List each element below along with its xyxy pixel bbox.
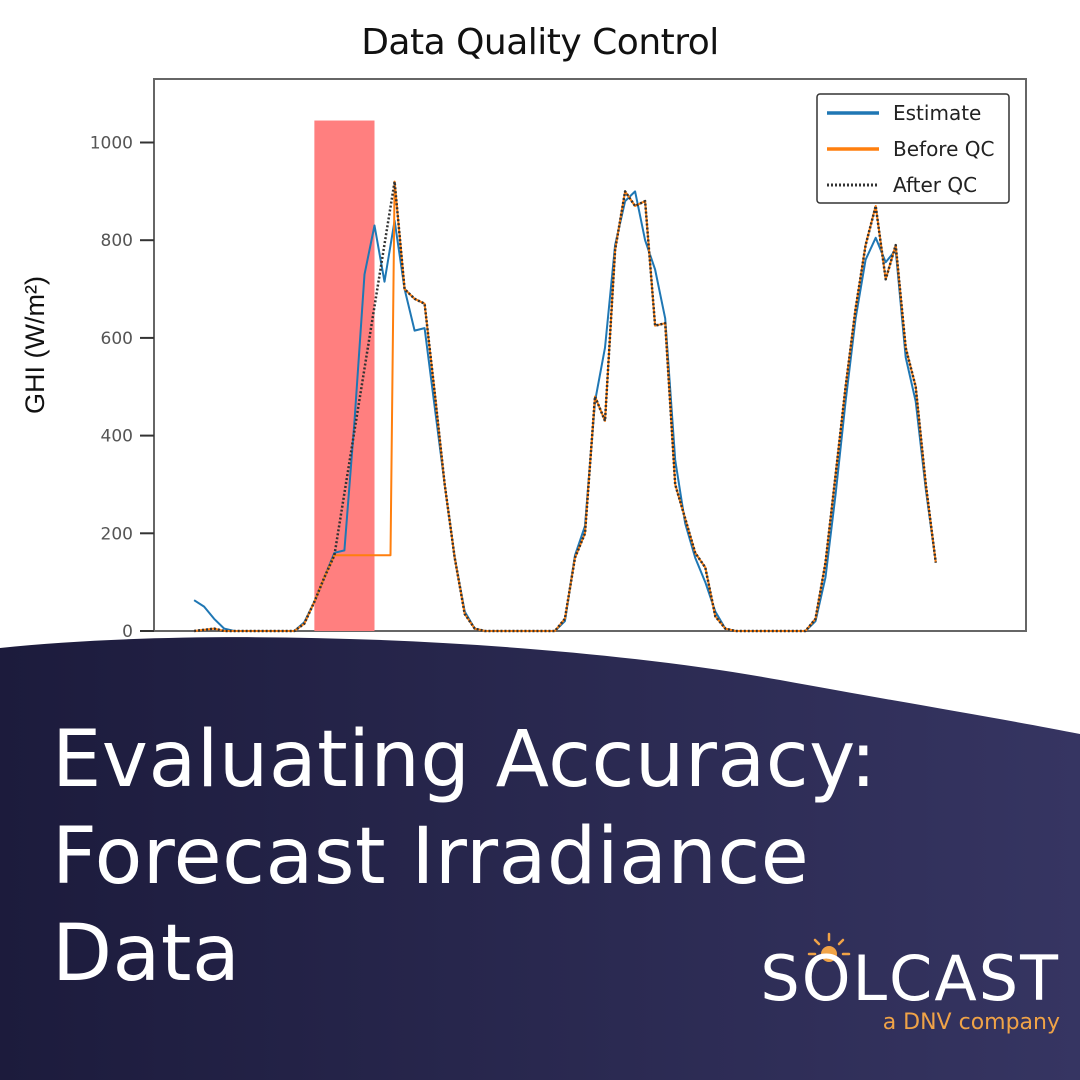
y-axis-label: GHI (W/m²) — [20, 276, 50, 414]
y-tick-label-400: 400 — [101, 427, 133, 447]
headline-line-3: Data — [52, 909, 241, 999]
legend: Estimate Before QC After QC — [816, 93, 1010, 204]
legend-label-before-qc: Before QC — [893, 137, 994, 161]
y-tick-label-0: 0 — [122, 622, 133, 642]
headline-line-1: Evaluating Accuracy: — [52, 715, 877, 805]
y-axis: 0 200 400 600 800 1000 — [90, 134, 154, 642]
legend-box — [816, 93, 1010, 204]
headline: Evaluating Accuracy: Forecast Irradiance… — [52, 712, 877, 1003]
solcast-logo: SOLCAST a DNV company — [760, 930, 1060, 1060]
y-tick-label-200: 200 — [101, 524, 133, 544]
y-tick-label-600: 600 — [101, 329, 133, 349]
legend-label-estimate: Estimate — [893, 101, 981, 125]
legend-label-after-qc: After QC — [893, 173, 977, 197]
brand-tagline: a DNV company — [882, 1010, 1060, 1035]
series-lines — [193, 180, 938, 633]
brand-name: SOLCAST — [760, 942, 1060, 1015]
sun-icon — [807, 932, 851, 962]
chart-title: Data Quality Control — [361, 22, 719, 63]
headline-line-2: Forecast Irradiance — [52, 812, 810, 902]
y-tick-label-1000: 1000 — [90, 134, 133, 154]
series-after-qc — [193, 180, 938, 633]
y-tick-label-800: 800 — [101, 231, 133, 251]
